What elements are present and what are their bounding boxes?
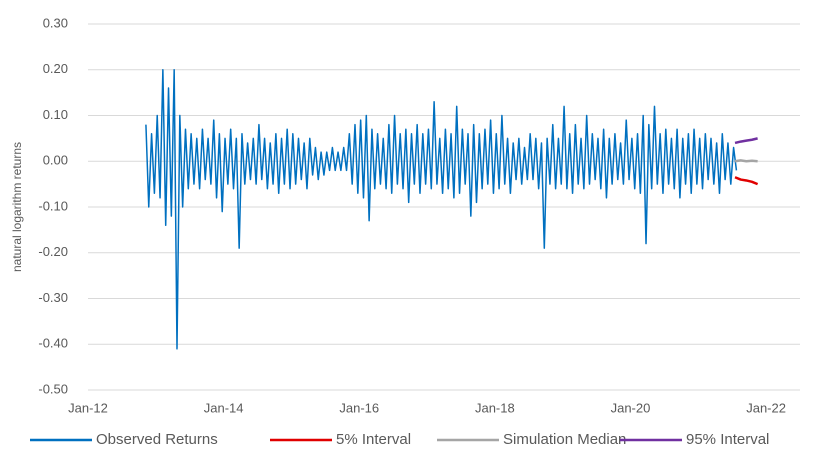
series-line (145, 69, 738, 350)
y-tick-label: 0.00 (43, 153, 68, 168)
x-tick-label: Jan-14 (204, 400, 244, 415)
series-line (734, 176, 759, 186)
y-tick-label: 0.30 (43, 15, 68, 30)
y-axis-label: natural logarithm returns (10, 142, 24, 272)
y-tick-label: 0.20 (43, 61, 68, 76)
x-tick-label: Jan-18 (475, 400, 515, 415)
y-tick-label: -0.30 (38, 290, 68, 305)
series-line (734, 159, 758, 163)
y-tick-label: -0.10 (38, 198, 68, 213)
y-tick-label: -0.20 (38, 244, 68, 259)
y-tick-label: -0.50 (38, 381, 68, 396)
x-tick-label: Jan-12 (68, 400, 108, 415)
x-tick-label: Jan-20 (611, 400, 651, 415)
y-tick-label: 0.10 (43, 107, 68, 122)
legend-label: 95% Interval (686, 431, 769, 448)
x-tick-label: Jan-22 (746, 400, 786, 415)
series-line (734, 137, 758, 145)
legend-label: 5% Interval (336, 431, 411, 448)
legend-label: Simulation Median (503, 431, 626, 448)
x-tick-label: Jan-16 (339, 400, 379, 415)
legend-label: Observed Returns (96, 431, 218, 448)
y-tick-label: -0.40 (38, 336, 68, 351)
